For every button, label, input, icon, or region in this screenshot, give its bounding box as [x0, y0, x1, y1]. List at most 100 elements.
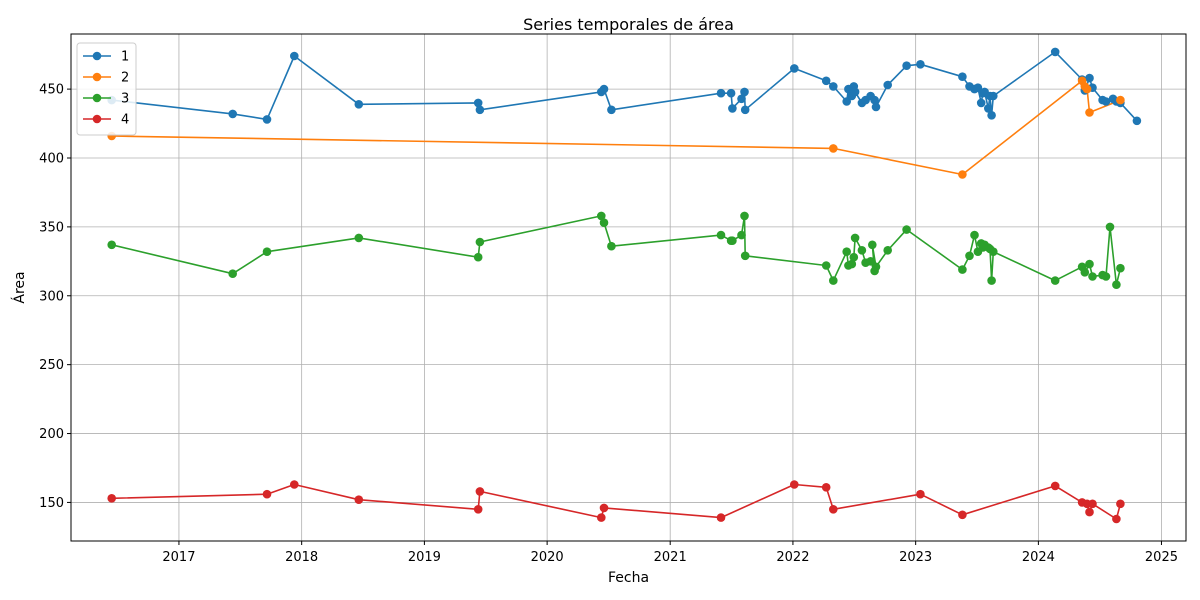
legend-box [76, 42, 137, 136]
series-4-point [290, 480, 299, 489]
series-3-point [871, 262, 881, 272]
legend-label-2: 2 [121, 71, 129, 86]
x-tick-label: 2022 [776, 550, 809, 565]
series-3-point [1050, 276, 1060, 285]
series-3-point [902, 225, 911, 234]
series-3-point [607, 241, 616, 251]
series-4-point [1116, 499, 1125, 509]
series-2-point [958, 170, 967, 179]
series-4-point [958, 510, 967, 520]
y-axis-label: Área [11, 271, 28, 303]
series-2-point [829, 144, 838, 153]
series-1-point [1101, 97, 1111, 106]
series-3-point [987, 276, 996, 285]
series-3-point [850, 233, 860, 243]
series-3-point [740, 211, 749, 221]
legend: 1 2 3 4 [76, 42, 137, 136]
series-4-point [790, 480, 799, 489]
series-1-point [790, 64, 799, 73]
series-1-point [1085, 73, 1094, 83]
series-3-point [716, 230, 726, 240]
series-1-point [475, 105, 485, 115]
series-4-point [599, 503, 609, 513]
series-2-point [1116, 95, 1125, 105]
series-1-point [740, 105, 750, 115]
series-3-point [740, 251, 750, 261]
y-tick-label: 450 [39, 83, 64, 98]
series-1-point [716, 88, 726, 98]
series-3-point [868, 240, 877, 250]
series-4-point [821, 483, 831, 492]
series-4-point [262, 489, 272, 499]
series-3-point [829, 276, 838, 285]
series-1-point [726, 88, 736, 98]
legend-marker-2 [92, 72, 102, 82]
y-tick-label: 250 [39, 358, 64, 373]
series-3-point [473, 252, 483, 262]
series-3-point [737, 230, 746, 240]
series-1-point [829, 82, 838, 91]
series-3-point [228, 269, 237, 279]
y-tick-label: 300 [39, 289, 64, 304]
y-tick-label: 150 [39, 496, 64, 511]
series-3-point [1085, 259, 1094, 269]
x-tick-label: 2025 [1145, 550, 1178, 565]
series-4-point [475, 487, 485, 496]
series-3-point [866, 257, 875, 266]
series-4-point [473, 505, 483, 514]
series-3-point [847, 259, 857, 269]
series-1-point [1050, 47, 1060, 57]
legend-marker-3 [92, 93, 102, 103]
chart-title: Series temporales de área [523, 15, 734, 34]
series-3-point [354, 233, 364, 243]
series-3-point [965, 251, 974, 261]
y-tick-label: 400 [39, 151, 64, 166]
legend-marker-1 [92, 51, 102, 61]
series-1-point [850, 87, 860, 97]
series-4-point [829, 505, 838, 514]
series-3-point [849, 252, 859, 262]
series-1-point [228, 109, 237, 119]
x-tick-label: 2021 [654, 550, 687, 565]
series-3-point [262, 247, 272, 256]
series-3-point [1112, 280, 1121, 290]
series-1-point [740, 87, 749, 97]
series-4-point [597, 513, 606, 522]
x-axis-label: Fecha [608, 570, 649, 586]
series-1-point [916, 60, 925, 69]
series-1-point [870, 95, 879, 105]
series-3-point [883, 246, 892, 255]
series-3-point [1105, 222, 1115, 232]
series-1-point [473, 98, 483, 108]
series-1-point [290, 51, 299, 61]
series-1-point [871, 102, 881, 112]
series-2-point [1085, 108, 1094, 117]
series-4-point [354, 495, 364, 505]
series-1-point [599, 84, 609, 94]
series-1-point [973, 83, 983, 92]
x-tick-label: 2023 [899, 550, 932, 565]
series-3-point [597, 211, 606, 221]
series-4-point [107, 494, 116, 503]
series-1-point [989, 91, 998, 101]
series-1-point [737, 94, 746, 104]
legend-marker-4 [92, 114, 102, 124]
y-tick-label: 200 [39, 427, 64, 442]
x-tick-label: 2024 [1022, 550, 1055, 565]
series-3-point [842, 247, 851, 256]
x-tick-label: 2017 [162, 550, 195, 565]
series-3-point [970, 230, 979, 240]
x-tick-label: 2020 [531, 550, 564, 565]
series-1-point [607, 105, 616, 115]
series-1-point [902, 61, 911, 70]
series-4-point [716, 513, 726, 522]
y-tick-label: 350 [39, 220, 64, 235]
series-4-point [1088, 499, 1097, 509]
series-3-point [821, 261, 831, 270]
series-1-point [984, 104, 993, 113]
y-axis-ticks: 150 200 250 300 350 400 450 [39, 83, 71, 511]
legend-label-1: 1 [121, 50, 129, 65]
series-1-point [821, 76, 831, 86]
plot-frame [70, 33, 1187, 542]
